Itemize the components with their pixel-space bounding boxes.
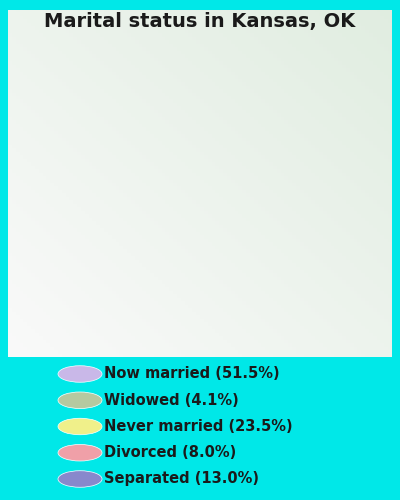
Wedge shape: [71, 60, 185, 204]
Wedge shape: [73, 193, 154, 263]
Circle shape: [58, 392, 102, 408]
Circle shape: [58, 366, 102, 382]
Text: Marital status in Kansas, OK: Marital status in Kansas, OK: [44, 12, 356, 32]
Text: Divorced (8.0%): Divorced (8.0%): [104, 445, 236, 460]
Circle shape: [58, 444, 102, 461]
Text: Now married (51.5%): Now married (51.5%): [104, 366, 280, 382]
Circle shape: [58, 471, 102, 487]
Circle shape: [58, 418, 102, 434]
Wedge shape: [188, 55, 329, 312]
Text: Separated (13.0%): Separated (13.0%): [104, 472, 259, 486]
Text: Widowed (4.1%): Widowed (4.1%): [104, 393, 239, 408]
Text: City-Data.com: City-Data.com: [293, 19, 367, 29]
Text: Never married (23.5%): Never married (23.5%): [104, 419, 293, 434]
Wedge shape: [99, 220, 195, 312]
Wedge shape: [167, 55, 200, 128]
